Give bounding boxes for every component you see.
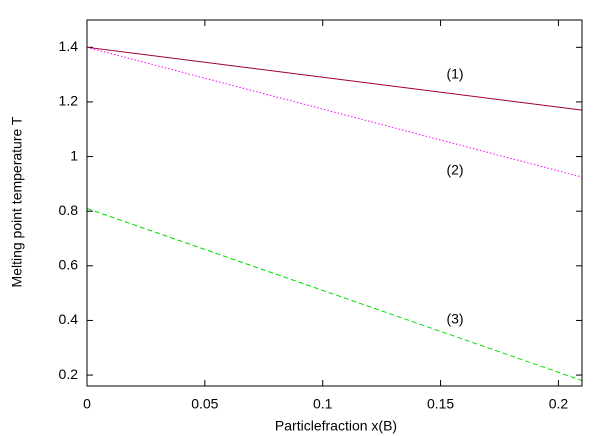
y-axis-label: Melting point temperature T	[9, 116, 25, 287]
series-line	[86, 46, 583, 111]
x-axis-label: Particlefraction x(B)	[275, 418, 397, 434]
x-tick-label: 0.1	[313, 396, 333, 412]
x-tick-label: 0.2	[549, 396, 569, 412]
x-tick-label: 0	[83, 396, 91, 412]
y-tick-label: 0.6	[59, 257, 79, 273]
x-tick-label: 0.05	[191, 396, 218, 412]
y-tick-label: 0.2	[59, 366, 79, 382]
curve-label: (3)	[446, 311, 463, 327]
y-tick-label: 1	[70, 147, 78, 163]
curve-label: (1)	[446, 66, 463, 82]
plot-frame	[86, 19, 583, 387]
y-tick-label: 0.8	[59, 202, 79, 218]
curve-label: (2)	[446, 162, 463, 178]
series-line	[86, 207, 583, 382]
y-tick-label: 1.2	[59, 93, 79, 109]
y-tick-label: 1.4	[59, 38, 79, 54]
x-tick-label: 0.15	[427, 396, 454, 412]
y-tick-label: 0.4	[59, 311, 79, 327]
series-line	[86, 46, 583, 178]
